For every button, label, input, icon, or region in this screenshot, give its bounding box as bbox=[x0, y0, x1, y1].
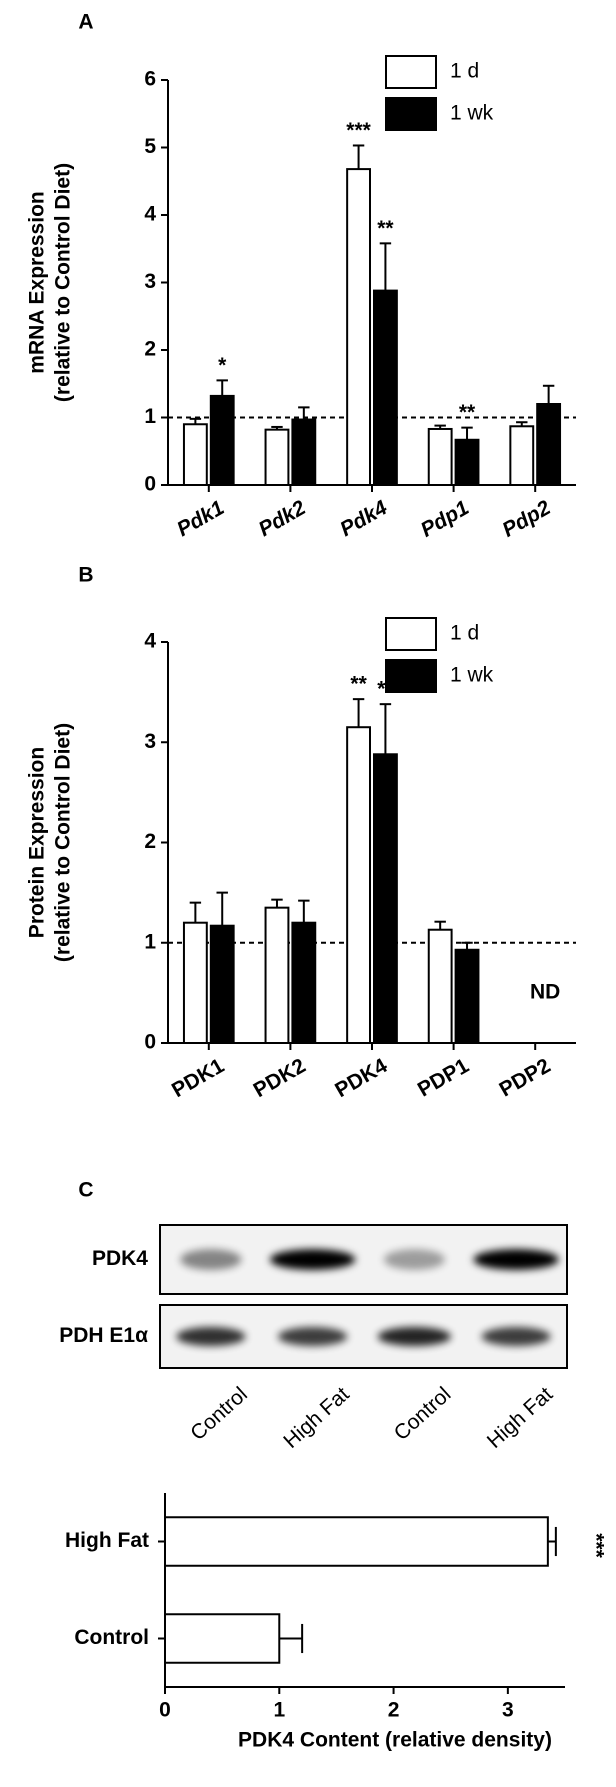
significance: ** bbox=[459, 401, 476, 424]
y-tick-label: 2 bbox=[144, 830, 156, 853]
blot-band bbox=[481, 1327, 551, 1346]
bar bbox=[454, 438, 480, 486]
legend-label: 1 d bbox=[450, 60, 479, 83]
legend-swatch bbox=[385, 659, 437, 693]
legend-label: 1 wk bbox=[450, 102, 494, 125]
legend-swatch bbox=[385, 617, 437, 651]
bar bbox=[346, 168, 372, 486]
panel-label: B bbox=[78, 564, 93, 587]
bar bbox=[427, 427, 453, 487]
y-tick-label: 2 bbox=[144, 338, 156, 361]
x-tick-label: PDK4 bbox=[331, 1054, 391, 1102]
bar bbox=[509, 425, 535, 486]
blot-band bbox=[180, 1249, 242, 1270]
x-tick-label: Pdk2 bbox=[255, 496, 310, 541]
bar bbox=[264, 906, 290, 1044]
blot-band bbox=[383, 1249, 445, 1270]
y-tick-label: 0 bbox=[144, 473, 156, 496]
bar bbox=[373, 753, 398, 1045]
x-tick-label: PDK2 bbox=[250, 1054, 310, 1102]
x-tick-label: PDP2 bbox=[495, 1054, 554, 1101]
y-tick-label: Control bbox=[74, 1626, 149, 1649]
x-tick-label: 0 bbox=[159, 1699, 171, 1722]
y-tick-label: 6 bbox=[144, 68, 156, 91]
significance: *** bbox=[584, 1533, 607, 1558]
x-tick-label: Pdp1 bbox=[417, 496, 473, 542]
x-tick-label: 3 bbox=[502, 1699, 514, 1722]
legend-label: 1 wk bbox=[450, 664, 494, 687]
panel-label: C bbox=[78, 1179, 93, 1202]
significance: ** bbox=[350, 673, 367, 696]
bar bbox=[164, 1516, 549, 1567]
x-tick-label: PDP1 bbox=[414, 1054, 473, 1102]
significance: * bbox=[218, 354, 227, 377]
annotation: ND bbox=[530, 980, 560, 1003]
blot-lane-label: High Fat bbox=[483, 1383, 557, 1453]
legend-swatch bbox=[385, 97, 437, 131]
blot-lane-label: Control bbox=[186, 1383, 252, 1445]
bar bbox=[427, 928, 453, 1045]
y-axis-label: mRNA Expression bbox=[26, 191, 49, 373]
bar bbox=[454, 948, 480, 1045]
y-tick-label: 4 bbox=[144, 203, 156, 226]
bar bbox=[346, 726, 372, 1045]
bar bbox=[209, 394, 235, 486]
blot-lane-label: High Fat bbox=[279, 1383, 353, 1453]
x-tick-label: Pdk4 bbox=[336, 496, 391, 541]
y-tick-label: 5 bbox=[144, 135, 156, 158]
y-tick-label: 3 bbox=[144, 270, 156, 293]
bar bbox=[164, 1613, 281, 1664]
blot-row-label: PDH E1α bbox=[59, 1324, 148, 1347]
bar bbox=[182, 921, 208, 1045]
bar bbox=[373, 289, 398, 486]
bar bbox=[264, 428, 290, 486]
significance: *** bbox=[346, 119, 371, 142]
bar bbox=[209, 924, 235, 1045]
blot-band bbox=[176, 1327, 246, 1346]
blot-lane-label: Control bbox=[390, 1383, 456, 1445]
bar bbox=[536, 403, 562, 486]
x-axis-label: PDK4 Content (relative density) bbox=[238, 1729, 552, 1752]
x-tick-label: Pdp2 bbox=[499, 496, 555, 542]
legend-swatch bbox=[385, 55, 437, 89]
y-axis-label: Protein Expression bbox=[26, 747, 49, 938]
x-tick-label: 2 bbox=[388, 1699, 400, 1722]
blot-band bbox=[269, 1249, 356, 1270]
blot-band bbox=[278, 1327, 348, 1346]
bar bbox=[291, 418, 317, 486]
x-tick-label: Pdk1 bbox=[173, 496, 228, 541]
y-tick-label: 1 bbox=[144, 930, 156, 953]
blot-band bbox=[473, 1249, 559, 1270]
blot-row-label: PDK4 bbox=[92, 1247, 148, 1270]
y-axis-label: (relative to Control Diet) bbox=[52, 163, 75, 402]
blot-band bbox=[377, 1327, 452, 1346]
panel-label: A bbox=[78, 11, 93, 34]
bar bbox=[182, 423, 208, 486]
bar bbox=[291, 921, 317, 1045]
y-tick-label: High Fat bbox=[65, 1529, 149, 1552]
x-tick-label: PDK1 bbox=[168, 1054, 228, 1102]
y-tick-label: 3 bbox=[144, 730, 156, 753]
y-tick-label: 4 bbox=[144, 630, 156, 653]
y-axis-label: (relative to Control Diet) bbox=[52, 723, 75, 962]
y-tick-label: 1 bbox=[144, 405, 156, 428]
x-tick-label: 1 bbox=[273, 1699, 285, 1722]
y-tick-label: 0 bbox=[144, 1031, 156, 1054]
legend-label: 1 d bbox=[450, 622, 479, 645]
significance: ** bbox=[377, 217, 394, 240]
